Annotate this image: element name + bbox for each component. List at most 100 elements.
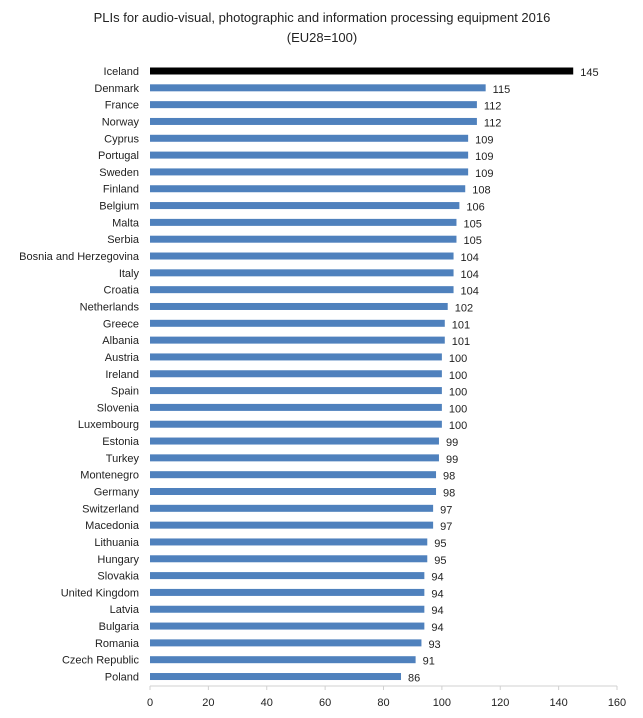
category-label-albania: Albania <box>102 335 140 347</box>
value-label-belgium: 106 <box>466 202 484 214</box>
bar-hungary <box>150 555 428 563</box>
value-label-luxembourg: 100 <box>449 420 467 432</box>
x-tick-label-40: 40 <box>261 697 273 709</box>
value-label-czech-republic: 91 <box>423 656 435 668</box>
bar-cyprus <box>150 134 469 142</box>
category-label-cyprus: Cyprus <box>104 133 139 145</box>
category-label-greece: Greece <box>103 318 139 330</box>
category-label-montenegro: Montenegro <box>80 470 139 482</box>
category-label-sweden: Sweden <box>99 167 139 179</box>
category-label-netherlands: Netherlands <box>80 301 140 313</box>
bar-united-kingdom <box>150 588 425 596</box>
value-label-spain: 100 <box>449 387 467 399</box>
value-label-poland: 86 <box>408 673 420 685</box>
value-label-ireland: 100 <box>449 370 467 382</box>
bar-belgium <box>150 202 460 210</box>
bar-austria <box>150 353 442 361</box>
x-tick-label-80: 80 <box>377 697 389 709</box>
bar-poland <box>150 673 402 681</box>
bar-bosnia-and-herzegovina <box>150 252 454 260</box>
bar-ireland <box>150 370 442 378</box>
x-tick-label-160: 160 <box>608 697 626 709</box>
category-label-spain: Spain <box>111 386 139 398</box>
chart-title: PLIs for audio-visual, photographic and … <box>94 10 551 25</box>
bars-group <box>150 67 574 681</box>
value-label-netherlands: 102 <box>455 302 473 314</box>
bar-slovakia <box>150 572 425 580</box>
bar-lithuania <box>150 538 428 546</box>
value-label-turkey: 99 <box>446 454 458 466</box>
category-label-iceland: Iceland <box>104 66 139 78</box>
value-label-finland: 108 <box>472 185 490 197</box>
category-label-slovakia: Slovakia <box>97 571 139 583</box>
value-label-montenegro: 98 <box>443 471 455 483</box>
category-label-hungary: Hungary <box>97 554 139 566</box>
category-label-ireland: Ireland <box>105 369 139 381</box>
bar-bulgaria <box>150 622 425 630</box>
value-label-slovenia: 100 <box>449 403 467 415</box>
category-label-croatia: Croatia <box>104 285 140 297</box>
bar-germany <box>150 488 437 495</box>
bar-portugal <box>150 151 469 159</box>
category-label-portugal: Portugal <box>98 150 139 162</box>
category-label-luxembourg: Luxembourg <box>78 419 139 431</box>
value-label-norway: 112 <box>484 117 502 129</box>
category-label-lithuania: Lithuania <box>94 537 140 549</box>
bar-montenegro <box>150 471 437 479</box>
category-label-slovenia: Slovenia <box>97 402 140 414</box>
bar-netherlands <box>150 302 448 310</box>
bar-italy <box>150 269 454 277</box>
bar-finland <box>150 185 466 193</box>
bar-luxembourg <box>150 420 442 428</box>
bar-spain <box>150 387 442 395</box>
value-label-romania: 93 <box>428 639 440 651</box>
value-label-bosnia-and-herzegovina: 104 <box>461 252 479 264</box>
category-label-norway: Norway <box>102 116 140 128</box>
bar-albania <box>150 336 445 344</box>
x-tick-label-120: 120 <box>491 697 509 709</box>
value-label-croatia: 104 <box>461 286 479 298</box>
value-label-germany: 98 <box>443 488 455 500</box>
category-label-italy: Italy <box>119 268 140 280</box>
value-label-estonia: 99 <box>446 437 458 449</box>
bar-latvia <box>150 605 425 613</box>
x-tick-label-100: 100 <box>433 697 451 709</box>
value-label-cyprus: 109 <box>475 134 493 146</box>
chart-subtitle: (EU28=100) <box>287 30 357 45</box>
value-label-france: 112 <box>484 101 502 113</box>
value-label-malta: 105 <box>463 218 481 230</box>
category-label-macedonia: Macedonia <box>85 520 140 532</box>
bar-serbia <box>150 235 457 243</box>
bar-czech-republic <box>150 656 416 664</box>
category-label-finland: Finland <box>103 184 139 196</box>
bar-macedonia <box>150 521 434 529</box>
value-label-albania: 101 <box>452 336 470 348</box>
category-label-bulgaria: Bulgaria <box>99 621 140 633</box>
x-tick-label-60: 60 <box>319 697 331 709</box>
category-labels: Iceland Denmark France Norway Cyprus Portugal… <box>19 66 140 684</box>
value-label-iceland: 145 <box>580 67 598 79</box>
category-label-bosnia-and-herzegovina: Bosnia and Herzegovina <box>19 251 140 263</box>
bar-malta <box>150 218 457 226</box>
value-label-united-kingdom: 94 <box>431 588 443 600</box>
category-label-malta: Malta <box>112 217 140 229</box>
x-tick-label-140: 140 <box>549 697 567 709</box>
bar-france <box>150 101 477 109</box>
value-label-bulgaria: 94 <box>431 622 443 634</box>
value-label-portugal: 109 <box>475 151 493 163</box>
value-label-slovakia: 94 <box>431 572 443 584</box>
value-label-serbia: 105 <box>463 235 481 247</box>
category-label-belgium: Belgium <box>99 201 139 213</box>
category-label-france: France <box>105 100 139 112</box>
bar-sweden <box>150 168 469 176</box>
category-label-germany: Germany <box>94 487 140 499</box>
bar-estonia <box>150 437 439 445</box>
bar-norway <box>150 117 477 125</box>
value-label-hungary: 95 <box>434 555 446 567</box>
category-label-united-kingdom: United Kingdom <box>61 587 139 599</box>
category-label-romania: Romania <box>95 638 140 650</box>
bar-romania <box>150 639 422 647</box>
x-tick-label-0: 0 <box>147 697 153 709</box>
x-axis-ticks: 0 20 40 60 80 100 120 140 160 <box>147 686 626 709</box>
